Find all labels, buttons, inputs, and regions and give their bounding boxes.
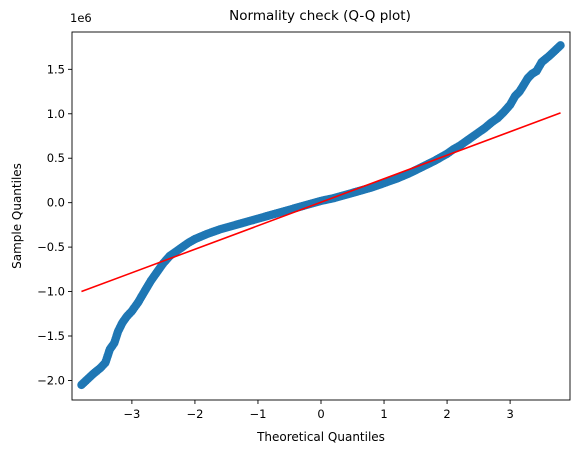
y-tick-label: −1.0 (37, 285, 65, 299)
x-tick-label: −1 (249, 407, 266, 421)
y-axis-label: Sample Quantiles (10, 163, 24, 269)
y-tick-label: −2.0 (37, 373, 65, 387)
y-tick-label: 0.0 (47, 196, 65, 210)
x-tick-label: 2 (443, 407, 450, 421)
sample-points (77, 41, 565, 390)
y-tick-label: 1.5 (47, 62, 65, 76)
plot-area (77, 41, 565, 390)
reference-line (81, 112, 561, 293)
x-tick-label: 0 (317, 407, 324, 421)
chart-title: Normality check (Q-Q plot) (229, 8, 411, 24)
x-axis-ticks: −3 −2 −1 0 1 2 3 (123, 400, 514, 421)
x-tick-label: 1 (380, 407, 387, 421)
x-axis-label: Theoretical Quantiles (256, 430, 385, 444)
axes-frame (71, 31, 571, 401)
y-tick-label: 0.5 (47, 151, 65, 165)
y-tick-label: 1.0 (47, 107, 65, 121)
y-tick-label: −1.5 (37, 329, 65, 343)
x-tick-label: 3 (506, 407, 513, 421)
y-axis-offset-text: 1e6 (70, 11, 92, 25)
x-tick-label: −3 (123, 407, 140, 421)
x-tick-label: −2 (186, 407, 203, 421)
y-axis-ticks: −2.0 −1.5 −1.0 −0.5 0.0 0.5 1.0 1.5 (37, 62, 72, 387)
data-point (556, 41, 565, 50)
y-tick-label: −0.5 (37, 240, 65, 254)
